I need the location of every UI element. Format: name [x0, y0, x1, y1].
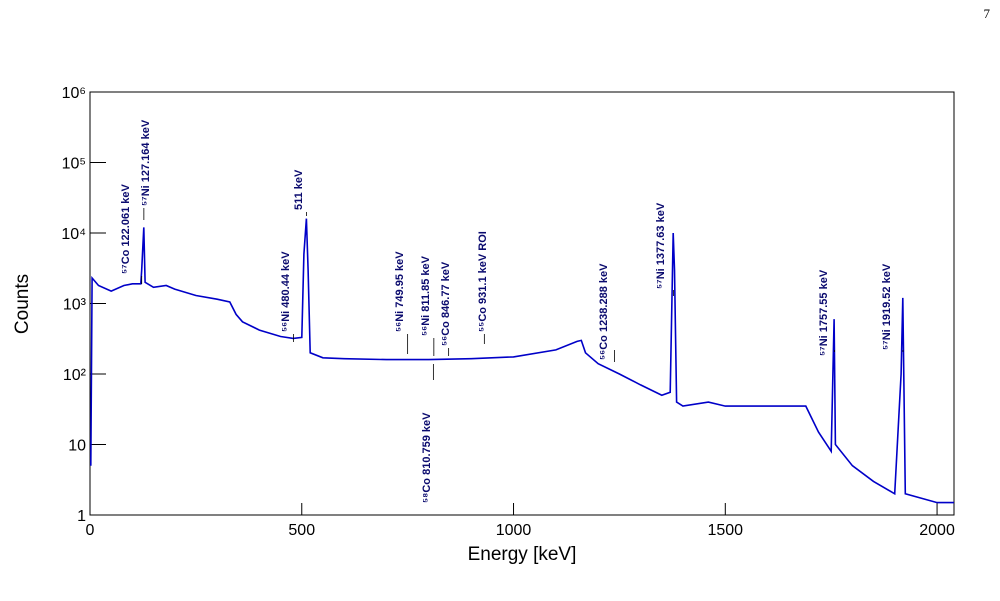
- annotation: ⁵⁷Ni 127.164 keV: [140, 119, 152, 206]
- x-tick-label: 500: [288, 522, 315, 539]
- page-number: 7: [984, 6, 991, 21]
- y-tick-label: 10: [68, 438, 86, 455]
- annotation: ⁵⁵Co 931.1 keV ROI: [477, 231, 489, 332]
- annotation: ⁵⁷Co 122.061 keV: [120, 184, 132, 274]
- x-tick-label: 1000: [496, 522, 532, 539]
- y-tick-label: 10³: [63, 297, 87, 314]
- annotation: 511 keV: [293, 169, 305, 210]
- y-tick-label: 10⁶: [62, 85, 86, 102]
- x-axis-title: Energy [keV]: [468, 544, 577, 565]
- y-tick-label: 1: [77, 508, 86, 525]
- annotation: ⁵⁷Ni 1757.55 keV: [818, 269, 830, 356]
- spectrum-line: [90, 218, 954, 504]
- x-tick-label: 2000: [919, 522, 955, 539]
- y-tick-label: 10⁵: [62, 156, 86, 173]
- x-tick-label: 1500: [707, 522, 743, 539]
- annotation: ⁵⁸Co 810.759 keV: [421, 412, 433, 503]
- y-tick-label: 10²: [63, 367, 87, 384]
- y-axis-title: Counts: [12, 274, 33, 334]
- annotation: ⁵⁶Ni 811.85 keV: [420, 255, 432, 336]
- annotation: ⁵⁶Ni 480.44 keV: [280, 251, 292, 332]
- x-tick-label: 0: [86, 522, 95, 539]
- y-tick-label: 10⁴: [61, 226, 86, 243]
- annotation: ⁵⁶Co 846.77 keV: [440, 261, 452, 346]
- annotation: ⁵⁷Ni 1919.52 keV: [881, 263, 893, 350]
- annotation: ⁵⁶Ni 749.95 keV: [394, 251, 406, 332]
- annotation: ⁵⁶Co 1238.288 keV: [598, 263, 610, 360]
- annotation: ⁵⁷Ni 1377.63 keV: [655, 202, 667, 289]
